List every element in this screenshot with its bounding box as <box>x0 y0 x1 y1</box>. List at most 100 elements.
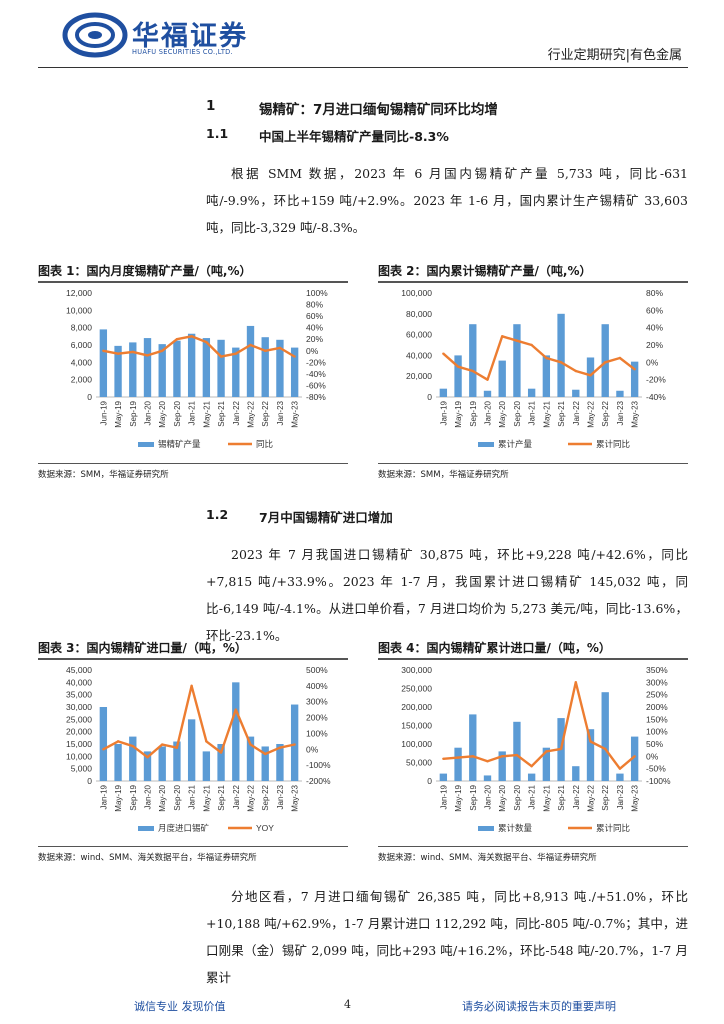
y-right-tick-label: 300% <box>646 677 668 687</box>
y-right-tick-label: 60% <box>306 311 323 321</box>
line-point <box>633 755 636 758</box>
legend-bar-label: 累计数量 <box>498 823 533 833</box>
fig2-title: 图表 2：国内累计锡精矿产量/（吨,%） <box>378 264 592 278</box>
line-point <box>175 338 179 341</box>
paragraph-production: 根据 SMM 数据，2023 年 6 月国内锡精矿产量 5,733 吨，同比-6… <box>206 166 688 235</box>
line-point <box>161 743 164 746</box>
fig3-chart: 45,000 40,000 35,000 30,000 25,000 20,000 15,0… <box>66 665 331 833</box>
fig3-source: 数据来源：wind、SMM、海关数据平台，华福证券研究所 <box>38 853 257 863</box>
bar <box>232 682 240 781</box>
line-series <box>443 681 636 770</box>
line-point <box>515 339 519 342</box>
x-tick-label: Jan-23 <box>616 784 625 809</box>
line-point <box>618 356 622 360</box>
section-1-1-number: 1.1 <box>206 126 229 141</box>
x-tick-label: Sep-19 <box>469 400 478 426</box>
line-point <box>589 740 592 743</box>
bar <box>601 324 609 397</box>
x-tick-label: May-20 <box>498 400 507 427</box>
bar <box>158 344 166 397</box>
bar <box>261 337 269 397</box>
bar <box>173 741 181 781</box>
bar <box>498 360 506 397</box>
bar <box>439 773 448 781</box>
x-tick-label: Sep-22 <box>601 784 610 810</box>
x-tick-label: Sep-19 <box>129 784 138 810</box>
bar <box>630 361 639 397</box>
x-tick-label: Jan-21 <box>528 784 537 809</box>
x-tick-label: Jan-23 <box>276 400 285 425</box>
y-left-tick-label: 10,000 <box>66 305 92 315</box>
line-point <box>116 740 120 743</box>
y-right-tick-label: 400% <box>306 681 328 691</box>
bar <box>276 339 284 397</box>
y-right-tick-label: 0% <box>306 346 319 356</box>
line-point <box>515 753 519 757</box>
fig4-chart: 300,000 250,000 200,000 150,000 100,000 50,00… <box>401 665 671 833</box>
fig2-source: 数据来源：SMM，华福证券研究所 <box>378 470 509 480</box>
y-right-tick-label: -100% <box>306 760 331 770</box>
x-tick-label: May-19 <box>114 784 123 811</box>
bar <box>586 357 595 397</box>
bar <box>129 342 137 397</box>
bar <box>454 355 462 397</box>
y-left-tick-label: 20,000 <box>66 727 92 737</box>
bar <box>143 338 152 397</box>
y-right-tick-label: 0% <box>646 751 659 761</box>
bar <box>601 692 609 781</box>
x-tick-label: Sep-22 <box>601 400 610 426</box>
x-tick-label: Jan-20 <box>484 400 493 425</box>
header-divider <box>38 67 688 68</box>
line-point <box>293 355 296 358</box>
x-tick-label: May-21 <box>202 400 211 427</box>
bar <box>246 325 255 397</box>
fig1-title: 图表 1：国内月度锡精矿产量/（吨,%） <box>38 264 252 278</box>
bar <box>616 390 624 397</box>
bar <box>290 704 299 781</box>
legend-line-label: 累计同比 <box>596 823 630 833</box>
section-1-number: 1 <box>206 98 216 114</box>
x-tick-label: Sep-20 <box>173 784 182 810</box>
x-tick-label: May-20 <box>498 784 507 811</box>
line-point <box>264 349 267 352</box>
footer-disclaimer: 请务必阅读报告末页的重要声明 <box>462 1000 616 1013</box>
line-point <box>618 767 622 770</box>
x-tick-label: Jan-19 <box>439 784 448 809</box>
bar <box>542 747 551 781</box>
y-right-tick-label: -200% <box>306 776 331 786</box>
line-point <box>278 346 282 350</box>
line-point <box>442 757 445 760</box>
legend-bar-label: 累计产量 <box>498 439 533 449</box>
bar <box>557 313 565 397</box>
line-point <box>175 746 179 749</box>
x-tick-label: Jan-21 <box>188 400 197 425</box>
x-tick-label: Jan-23 <box>616 400 625 425</box>
x-tick-label: Jan-22 <box>572 784 581 809</box>
y-right-tick-label: 300% <box>306 697 328 707</box>
x-tick-label: May-21 <box>202 784 211 811</box>
page-number: 4 <box>344 998 351 1011</box>
y-left-tick-label: 35,000 <box>66 690 92 700</box>
x-tick-label: May-23 <box>291 400 300 427</box>
line-point <box>249 743 252 746</box>
x-tick-label: Jan-23 <box>276 784 285 809</box>
line-point <box>234 352 237 355</box>
company-name-cn: 华福证券 <box>132 21 248 52</box>
legend-line-label: 同比 <box>256 439 273 449</box>
line-point <box>589 374 592 377</box>
x-tick-label: Jan-21 <box>188 784 197 809</box>
y-right-tick-label: 50% <box>646 739 663 749</box>
bar <box>187 333 196 397</box>
line-point <box>205 340 208 344</box>
legend-bar-swatch <box>478 442 494 447</box>
bar <box>202 751 211 781</box>
y-left-tick-label: 0 <box>427 392 432 402</box>
y-left-tick-label: 15,000 <box>66 739 92 749</box>
y-right-tick-label: 20% <box>646 340 663 350</box>
line-point <box>456 365 460 368</box>
line-point <box>190 335 193 338</box>
y-right-tick-label: -60% <box>306 380 326 390</box>
y-right-tick-label: 60% <box>646 305 663 315</box>
fig3-title: 图表 3：国内锡精矿进口量/（吨，%） <box>38 641 247 655</box>
x-tick-label: May-22 <box>247 784 256 811</box>
